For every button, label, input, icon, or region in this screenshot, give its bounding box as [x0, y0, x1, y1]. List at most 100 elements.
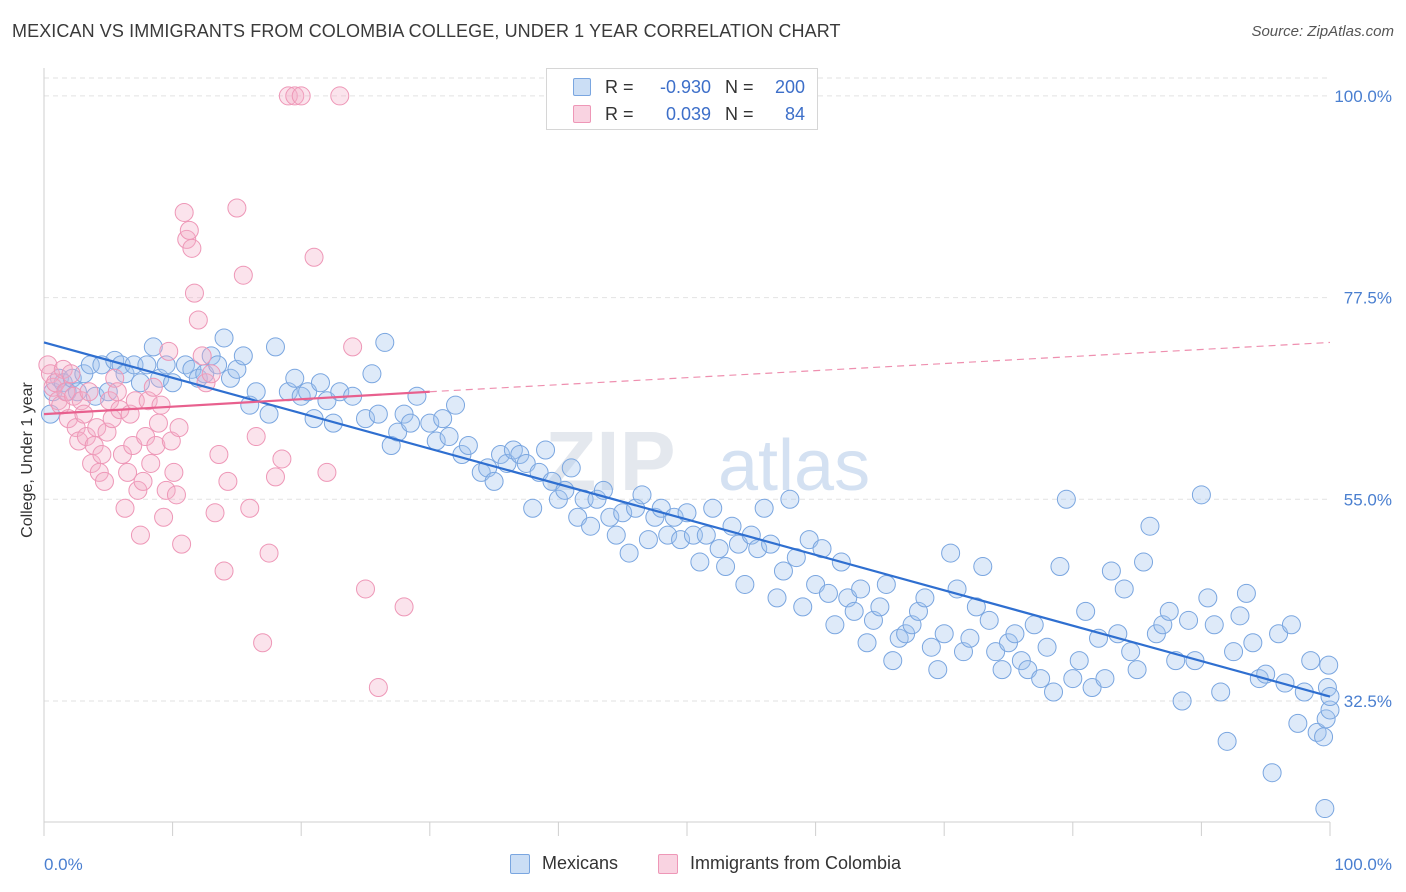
- series-colombia: [38, 86, 414, 698]
- data-point: [1005, 624, 1025, 644]
- watermark: ZIP atlas: [545, 414, 870, 508]
- data-point: [1037, 637, 1057, 657]
- data-point: [291, 86, 311, 106]
- data-point: [973, 557, 993, 577]
- series-layer: [38, 86, 1340, 819]
- data-point: [870, 597, 890, 617]
- data-point: [74, 404, 94, 424]
- data-point: [128, 480, 148, 500]
- legend-swatch-blue: [510, 854, 530, 874]
- data-point: [92, 444, 112, 464]
- data-point: [1076, 601, 1096, 621]
- legend-r-value: -0.930: [659, 77, 711, 97]
- x-tick-label: 0.0%: [44, 855, 83, 874]
- data-point: [883, 651, 903, 671]
- data-point: [356, 409, 375, 429]
- data-point: [330, 86, 350, 106]
- data-point: [310, 373, 330, 393]
- data-point: [1301, 651, 1321, 671]
- data-point: [240, 498, 260, 518]
- data-point: [1217, 731, 1237, 751]
- legend-label-mexicans: Mexicans: [542, 853, 619, 873]
- data-point: [156, 480, 176, 500]
- data-point: [619, 543, 639, 563]
- data-point: [107, 382, 127, 402]
- data-point: [87, 418, 107, 438]
- data-point: [154, 507, 174, 527]
- trend-line: [43, 341, 1331, 698]
- data-point: [1172, 691, 1192, 711]
- data-point: [754, 498, 774, 518]
- data-point: [825, 615, 845, 635]
- data-point: [192, 346, 212, 366]
- axes: [43, 68, 1331, 836]
- data-point: [818, 583, 838, 603]
- y-tick-label: 100.0%: [1334, 87, 1392, 106]
- data-point: [420, 413, 440, 433]
- data-point: [690, 552, 710, 572]
- tick-labels: 100.0% 77.5% 55.0% 32.5% 0.0% 100.0%: [44, 87, 1392, 874]
- legend-n-value: 200: [774, 77, 805, 97]
- data-point: [1211, 682, 1231, 702]
- data-point: [1101, 561, 1121, 581]
- data-point: [179, 220, 199, 240]
- data-point: [218, 471, 238, 491]
- data-point: [716, 557, 736, 577]
- data-point: [1185, 651, 1205, 671]
- data-point: [1320, 700, 1340, 720]
- data-point: [966, 597, 986, 617]
- data-point: [115, 498, 135, 518]
- data-point: [166, 485, 186, 505]
- data-point: [146, 436, 166, 456]
- data-point: [188, 310, 208, 330]
- data-point: [1315, 799, 1335, 819]
- data-point: [1140, 516, 1160, 536]
- data-point: [1159, 601, 1179, 621]
- legend-row-mexicans: R = -0.930 N = 200: [547, 75, 817, 99]
- data-point: [164, 462, 184, 482]
- data-point: [304, 247, 324, 267]
- data-point: [401, 413, 421, 433]
- data-point: [259, 404, 279, 424]
- data-point: [253, 633, 273, 653]
- data-point: [375, 332, 395, 352]
- data-point: [709, 539, 729, 559]
- data-point: [458, 436, 478, 456]
- data-point: [780, 489, 800, 509]
- legend-label-colombia: Immigrants from Colombia: [690, 853, 902, 873]
- data-point: [979, 610, 999, 630]
- data-point: [1114, 579, 1134, 599]
- data-point: [143, 337, 163, 357]
- y-tick-label: 32.5%: [1344, 692, 1392, 711]
- data-point: [523, 498, 543, 518]
- data-point: [1319, 655, 1339, 675]
- data-point: [767, 588, 787, 608]
- data-point: [960, 628, 980, 648]
- data-point: [143, 377, 163, 397]
- data-point: [174, 202, 194, 222]
- data-point: [227, 198, 247, 218]
- data-point: [1191, 485, 1211, 505]
- data-point: [205, 503, 225, 523]
- data-point: [159, 341, 179, 361]
- watermark-zip: ZIP: [545, 414, 676, 508]
- data-point: [632, 485, 652, 505]
- data-point: [246, 427, 266, 447]
- data-point: [1224, 642, 1244, 662]
- data-point: [1288, 713, 1308, 733]
- data-point: [356, 579, 375, 599]
- data-point: [671, 530, 691, 550]
- data-point: [1095, 669, 1115, 689]
- data-point: [151, 395, 171, 415]
- data-point: [169, 418, 189, 438]
- data-point: [921, 637, 941, 657]
- stats-legend: R = -0.930 N = 200 R = 0.039 N = 84: [546, 68, 818, 130]
- y-tick-label: 77.5%: [1344, 289, 1392, 308]
- data-point: [433, 409, 453, 429]
- legend-n-label: N =: [725, 104, 754, 124]
- data-point: [703, 498, 723, 518]
- chart-title: MEXICAN VS IMMIGRANTS FROM COLOMBIA COLL…: [12, 21, 841, 41]
- data-point: [130, 525, 150, 545]
- data-point: [394, 597, 414, 617]
